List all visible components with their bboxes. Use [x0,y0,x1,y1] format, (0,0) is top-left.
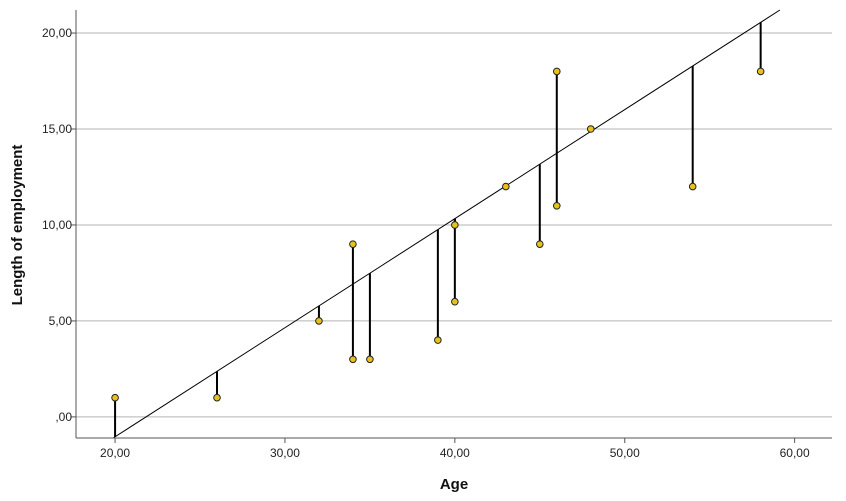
data-point-8 [451,297,459,306]
data-point-13 [586,125,595,133]
data-point-15 [756,67,765,76]
data-point-3 [349,240,357,248]
y-tick-label-1: 5,00 [49,314,73,328]
data-point-4 [349,355,357,364]
data-point-2 [315,317,323,325]
data-point-11 [552,67,561,76]
y-axis-ticks: ,00 5,00 10,00 15,00 20,00 [42,26,76,424]
fit-line-group [112,9,781,439]
x-tick-label-3: 50,00 [610,446,640,460]
y-tick-label-0: ,00 [55,410,72,424]
data-points [111,67,765,402]
y-axis-title: Length of employment [9,145,26,306]
x-axis-ticks: 20,00 30,00 40,00 50,00 60,00 [100,438,810,460]
y-tick-label-2: 10,00 [42,218,72,232]
data-point-12 [552,201,561,210]
y-tick-label-4: 20,00 [42,26,72,40]
data-point-0 [111,393,119,402]
x-axis-title: Age [440,476,468,493]
x-tick-label-2: 40,00 [440,446,470,460]
axes [75,10,832,439]
data-point-10 [535,240,544,248]
data-point-7 [451,221,459,229]
fit-line [112,9,781,439]
x-tick-label-4: 60,00 [780,446,810,460]
data-point-6 [434,336,442,344]
data-point-14 [688,182,697,191]
x-tick-label-1: 30,00 [270,446,300,460]
data-point-1 [213,393,221,402]
y-tick-label-3: 15,00 [42,122,72,136]
data-point-9 [502,182,510,191]
data-point-5 [366,355,374,364]
x-tick-label-0: 20,00 [100,446,130,460]
